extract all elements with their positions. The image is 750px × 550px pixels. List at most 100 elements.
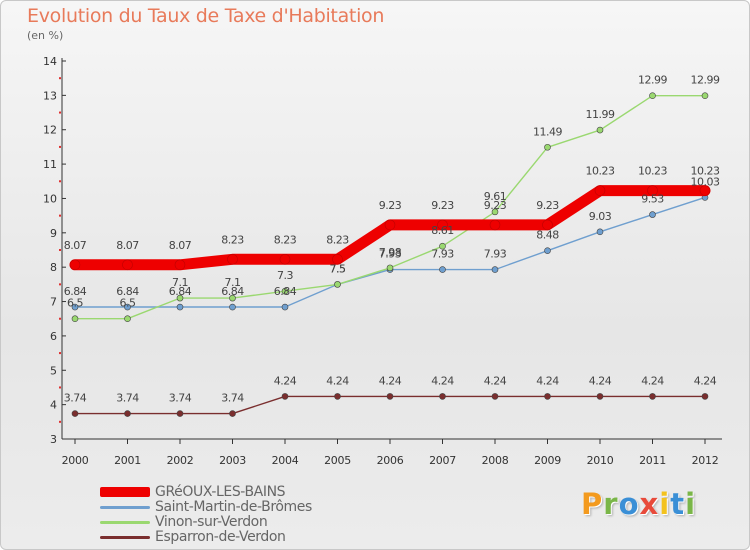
x-tick-label: 2006 bbox=[377, 454, 404, 467]
chart-title: Evolution du Taux de Taxe d'Habitation bbox=[27, 5, 385, 27]
data-label: 7.93 bbox=[431, 248, 454, 261]
x-tick-label: 2009 bbox=[534, 454, 561, 467]
legend-swatch bbox=[100, 505, 150, 509]
data-point bbox=[176, 410, 184, 417]
logo-letter: x bbox=[639, 487, 660, 521]
data-point bbox=[386, 393, 394, 400]
data-point bbox=[594, 185, 606, 196]
logo-letter: i bbox=[685, 487, 697, 521]
data-label: 8.07 bbox=[116, 239, 139, 252]
data-point bbox=[124, 303, 131, 311]
data-label: 8.48 bbox=[536, 229, 559, 242]
data-label: 7.98 bbox=[379, 246, 402, 259]
data-point bbox=[71, 303, 79, 311]
data-point bbox=[649, 92, 656, 100]
x-tick-label: 2007 bbox=[429, 454, 456, 467]
x-tick-label: 2008 bbox=[482, 454, 509, 467]
data-label: 8.23 bbox=[326, 233, 349, 246]
data-label: 4.24 bbox=[326, 374, 349, 387]
y-tick-label: 12 bbox=[43, 124, 57, 137]
x-tick-label: 2003 bbox=[219, 454, 246, 467]
data-label: 8.23 bbox=[221, 233, 244, 246]
logo-letter: r bbox=[603, 487, 619, 521]
data-label: 6.84 bbox=[274, 285, 297, 298]
x-tick-label: 2010 bbox=[587, 454, 614, 467]
legend-swatch bbox=[100, 487, 150, 497]
data-label: 9.23 bbox=[536, 199, 559, 212]
data-label: 6.84 bbox=[116, 285, 139, 298]
data-point bbox=[491, 393, 499, 400]
data-point bbox=[229, 303, 236, 311]
logo-letter: i bbox=[659, 487, 671, 521]
data-point bbox=[227, 253, 238, 265]
x-tick-label: 2005 bbox=[324, 454, 351, 467]
data-point bbox=[439, 242, 446, 250]
data-label: 4.24 bbox=[589, 374, 612, 387]
y-minor-tick bbox=[59, 111, 61, 114]
data-label: 9.23 bbox=[379, 199, 402, 212]
data-point bbox=[647, 185, 658, 196]
data-point bbox=[281, 393, 289, 400]
data-label: 11.49 bbox=[533, 125, 562, 138]
legend-label: Esparron-de-Verdon bbox=[155, 529, 286, 545]
data-label: 6.5 bbox=[67, 297, 83, 310]
data-label: 7.5 bbox=[330, 262, 346, 275]
data-point bbox=[544, 247, 551, 254]
data-point bbox=[491, 208, 499, 216]
data-point bbox=[701, 92, 709, 100]
data-label: 4.24 bbox=[431, 374, 454, 387]
data-label: 4.24 bbox=[484, 374, 507, 387]
data-label: 4.24 bbox=[379, 374, 402, 387]
logo-letter: P bbox=[581, 487, 604, 521]
data-point bbox=[69, 259, 81, 271]
data-point bbox=[124, 410, 131, 417]
y-tick-label: 5 bbox=[50, 364, 57, 377]
data-label: 4.24 bbox=[641, 374, 664, 387]
data-label: 8.07 bbox=[64, 239, 87, 252]
data-label: 7.1 bbox=[172, 276, 188, 289]
data-label: 6.84 bbox=[64, 285, 87, 298]
x-tick-label: 2011 bbox=[639, 454, 666, 467]
y-minor-tick bbox=[59, 283, 61, 286]
y-tick-label: 10 bbox=[43, 192, 57, 205]
data-label: 9.53 bbox=[641, 193, 664, 206]
data-point bbox=[229, 294, 236, 302]
y-minor-tick bbox=[59, 386, 61, 389]
data-point bbox=[334, 281, 341, 288]
data-label: 11.99 bbox=[586, 108, 615, 121]
y-minor-tick bbox=[59, 317, 61, 320]
data-label: 7.5 bbox=[330, 262, 346, 275]
data-label: 12.99 bbox=[638, 74, 667, 87]
x-tick-label: 2012 bbox=[692, 454, 719, 467]
data-point bbox=[384, 219, 396, 231]
y-minor-tick bbox=[59, 145, 61, 148]
data-point bbox=[542, 219, 553, 231]
data-label: 9.61 bbox=[484, 190, 507, 203]
data-point bbox=[699, 185, 711, 196]
logo-letter: o bbox=[618, 487, 640, 521]
logo-letter: t bbox=[670, 487, 686, 521]
data-point bbox=[71, 410, 79, 417]
data-label: 8.23 bbox=[274, 233, 297, 246]
legend-item: Esparron-de-Verdon bbox=[100, 529, 286, 545]
data-point bbox=[701, 393, 709, 400]
data-label: 3.74 bbox=[64, 392, 87, 405]
proxiti-logo[interactable]: Proxiti bbox=[581, 487, 696, 521]
y-tick-label: 3 bbox=[50, 433, 57, 446]
data-label: 10.23 bbox=[586, 165, 615, 178]
legend-label: Saint-Martin-de-Brômes bbox=[155, 499, 312, 515]
data-label: 4.24 bbox=[274, 374, 297, 387]
data-point bbox=[124, 315, 131, 323]
data-label: 3.74 bbox=[116, 392, 139, 405]
y-minor-tick bbox=[59, 249, 61, 251]
data-label: 8.61 bbox=[431, 224, 454, 237]
data-label: 7.1 bbox=[225, 276, 241, 289]
y-minor-tick bbox=[59, 352, 61, 355]
y-minor-tick bbox=[59, 77, 61, 80]
y-tick-label: 13 bbox=[43, 89, 57, 102]
data-label: 6.84 bbox=[221, 285, 244, 298]
legend-label: Vinon-sur-Verdon bbox=[155, 514, 268, 530]
data-point bbox=[596, 228, 604, 236]
